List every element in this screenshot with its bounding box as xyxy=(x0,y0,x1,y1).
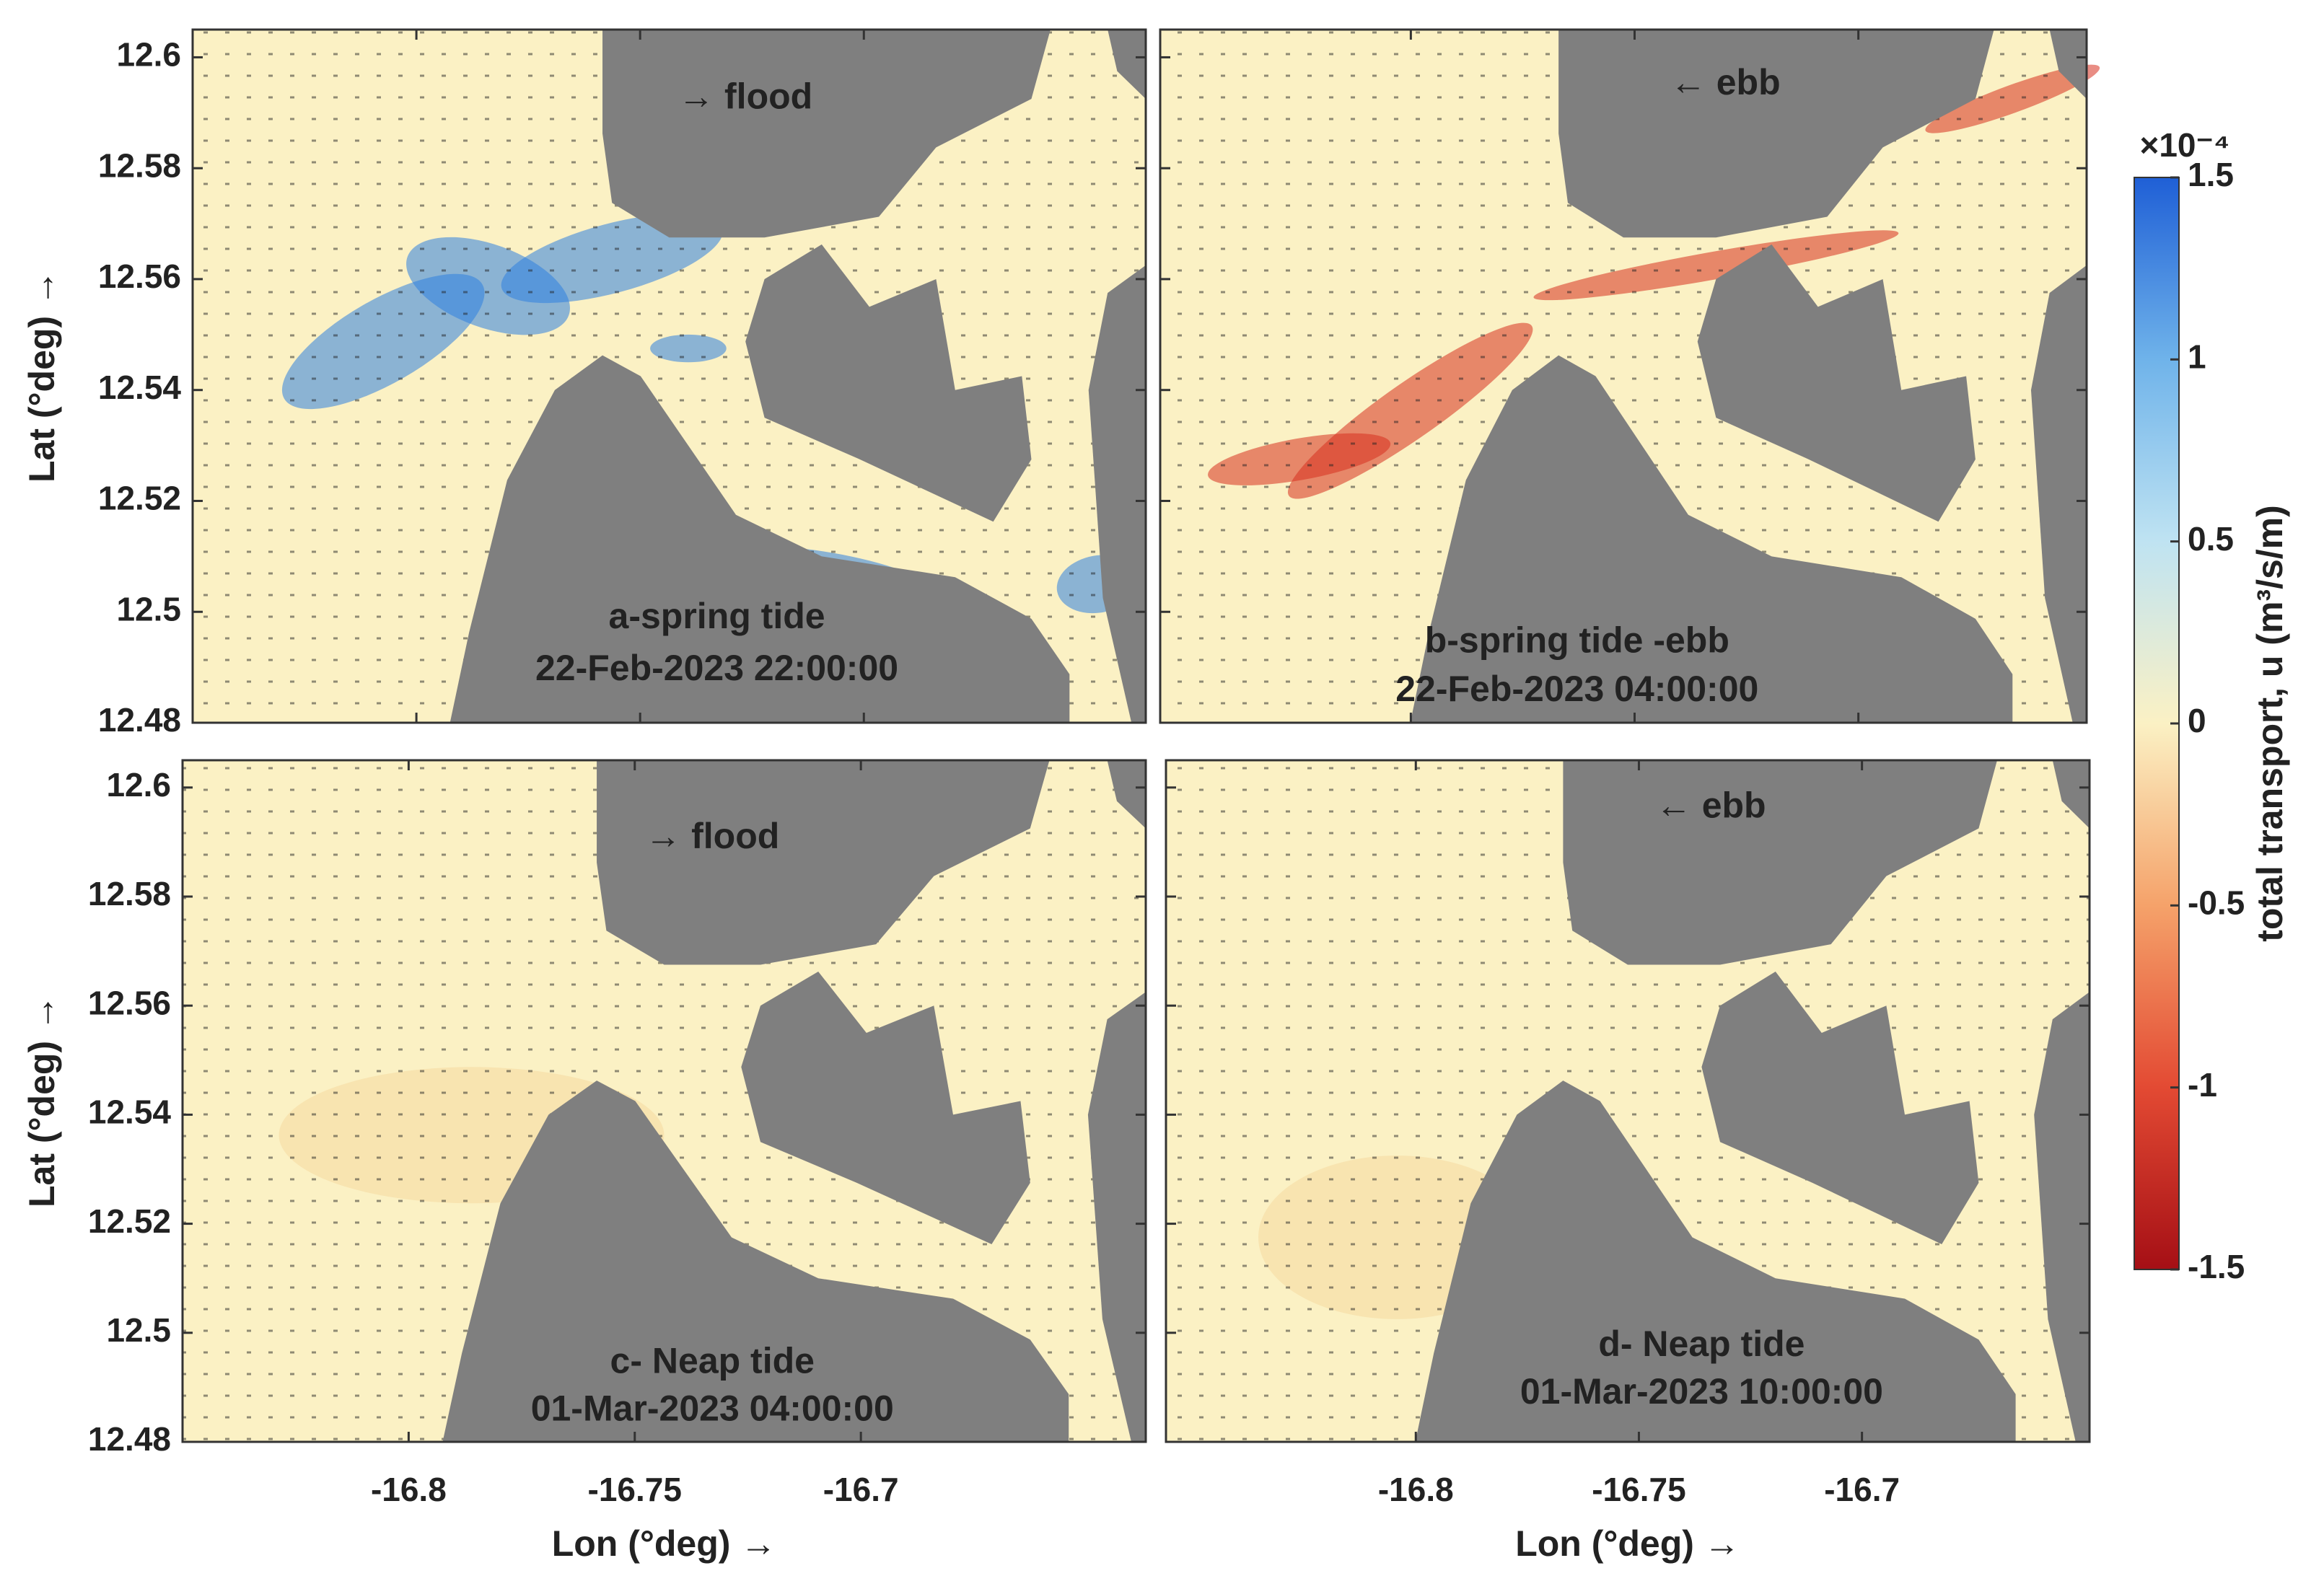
panel-label: b-spring tide -ebb xyxy=(1425,620,1729,661)
flow-label: ← ebb xyxy=(1670,62,1781,102)
panel-label: c- Neap tide xyxy=(610,1341,815,1381)
land xyxy=(1108,30,1146,100)
colorbar-tick-label: 0.5 xyxy=(2188,520,2234,558)
map-panel: 12.48 12.5 12.52 12.54 12.56 12.58 12.6 Lat (°d… xyxy=(22,28,1147,739)
panel-frame xyxy=(191,28,1147,724)
panel-label: a-spring tide xyxy=(609,596,825,636)
colorbar-tick-label: -0.5 xyxy=(2188,884,2245,921)
map-panel: -16.8 -16.75 -16.7 Lon (°deg) → ← ebb d- Neap… xyxy=(1165,759,2091,1564)
x-axis-label: Lon (°deg) → xyxy=(1515,1523,1740,1564)
y-axis-label: Lat (°deg) → xyxy=(22,270,62,483)
y-tick-label: 12.6 xyxy=(106,766,171,804)
panel-label: d- Neap tide xyxy=(1598,1324,1805,1364)
x-tick-label: -16.7 xyxy=(823,1471,899,1508)
y-tick-label: 12.48 xyxy=(88,1420,171,1458)
x-tick-label: -16.7 xyxy=(1824,1471,1900,1508)
colorbar-multiplier: ×10⁻⁴ xyxy=(2139,126,2229,164)
land xyxy=(2034,992,2090,1442)
land xyxy=(442,1080,1069,1442)
x-tick-label: -16.8 xyxy=(1378,1471,1454,1508)
land xyxy=(2049,30,2087,100)
y-tick-label: 12.56 xyxy=(98,258,181,295)
y-tick-label: 12.54 xyxy=(98,369,182,406)
colorbar-label: total transport, u (m³/s/m) xyxy=(2250,505,2290,942)
land xyxy=(1087,992,1146,1442)
land xyxy=(1088,265,1146,723)
colorbar-tick-label: 1.5 xyxy=(2188,156,2234,193)
map-panel: ← ebb b-spring tide -ebb 22-Feb-2023 04:00… xyxy=(1159,28,2100,724)
time: 22-Feb-2023 22:00:00 xyxy=(535,648,898,688)
land xyxy=(741,971,1030,1244)
y-tick-label: 12.52 xyxy=(98,480,181,517)
land xyxy=(745,244,1032,522)
flow-label: → flood xyxy=(678,76,812,116)
colorbar-tick-label: 1 xyxy=(2188,338,2206,375)
land xyxy=(450,355,1070,723)
land xyxy=(1697,244,1976,522)
land xyxy=(1563,760,1997,965)
flow-label: → flood xyxy=(645,816,779,856)
panel-frame xyxy=(181,759,1147,1443)
land xyxy=(2052,760,2090,829)
land xyxy=(597,760,1050,965)
x-axis-label: Lon (°deg) → xyxy=(552,1523,777,1564)
y-tick-label: 12.58 xyxy=(88,875,171,912)
land xyxy=(2030,265,2087,723)
land xyxy=(1558,30,1994,238)
land xyxy=(1415,1080,2016,1442)
time: 22-Feb-2023 04:00:00 xyxy=(1395,669,1758,709)
y-tick-label: 12.56 xyxy=(88,984,171,1021)
y-tick-label: 12.58 xyxy=(98,146,181,184)
y-tick-label: 12.5 xyxy=(106,1311,171,1349)
time: 01-Mar-2023 10:00:00 xyxy=(1520,1371,1883,1412)
y-tick-label: 12.54 xyxy=(88,1093,172,1131)
land xyxy=(602,30,1051,238)
land xyxy=(1107,760,1146,829)
flow-label: ← ebb xyxy=(1656,785,1766,825)
colorbar-tick-label: -1 xyxy=(2188,1066,2217,1104)
x-tick-label: -16.75 xyxy=(1592,1471,1685,1508)
y-tick-label: 12.48 xyxy=(98,701,181,739)
panel-frame xyxy=(1165,759,2091,1443)
y-tick-label: 12.5 xyxy=(116,590,181,628)
y-tick-label: 12.6 xyxy=(116,36,181,74)
x-tick-label: -16.8 xyxy=(371,1471,447,1508)
time: 01-Mar-2023 04:00:00 xyxy=(531,1388,894,1429)
map-panel: -16.8 -16.75 -16.7 12.48 12.5 12.52 12.54 12.56… xyxy=(22,759,1147,1564)
colorbar-tick-label: -1.5 xyxy=(2188,1248,2245,1285)
colorbar-tick-label: 0 xyxy=(2188,702,2206,739)
land xyxy=(1701,971,1979,1244)
panel-frame xyxy=(1159,28,2088,724)
y-tick-label: 12.52 xyxy=(88,1202,171,1240)
land xyxy=(1410,355,2013,723)
y-axis-label: Lat (°deg) → xyxy=(22,995,62,1207)
x-tick-label: -16.75 xyxy=(588,1471,682,1508)
